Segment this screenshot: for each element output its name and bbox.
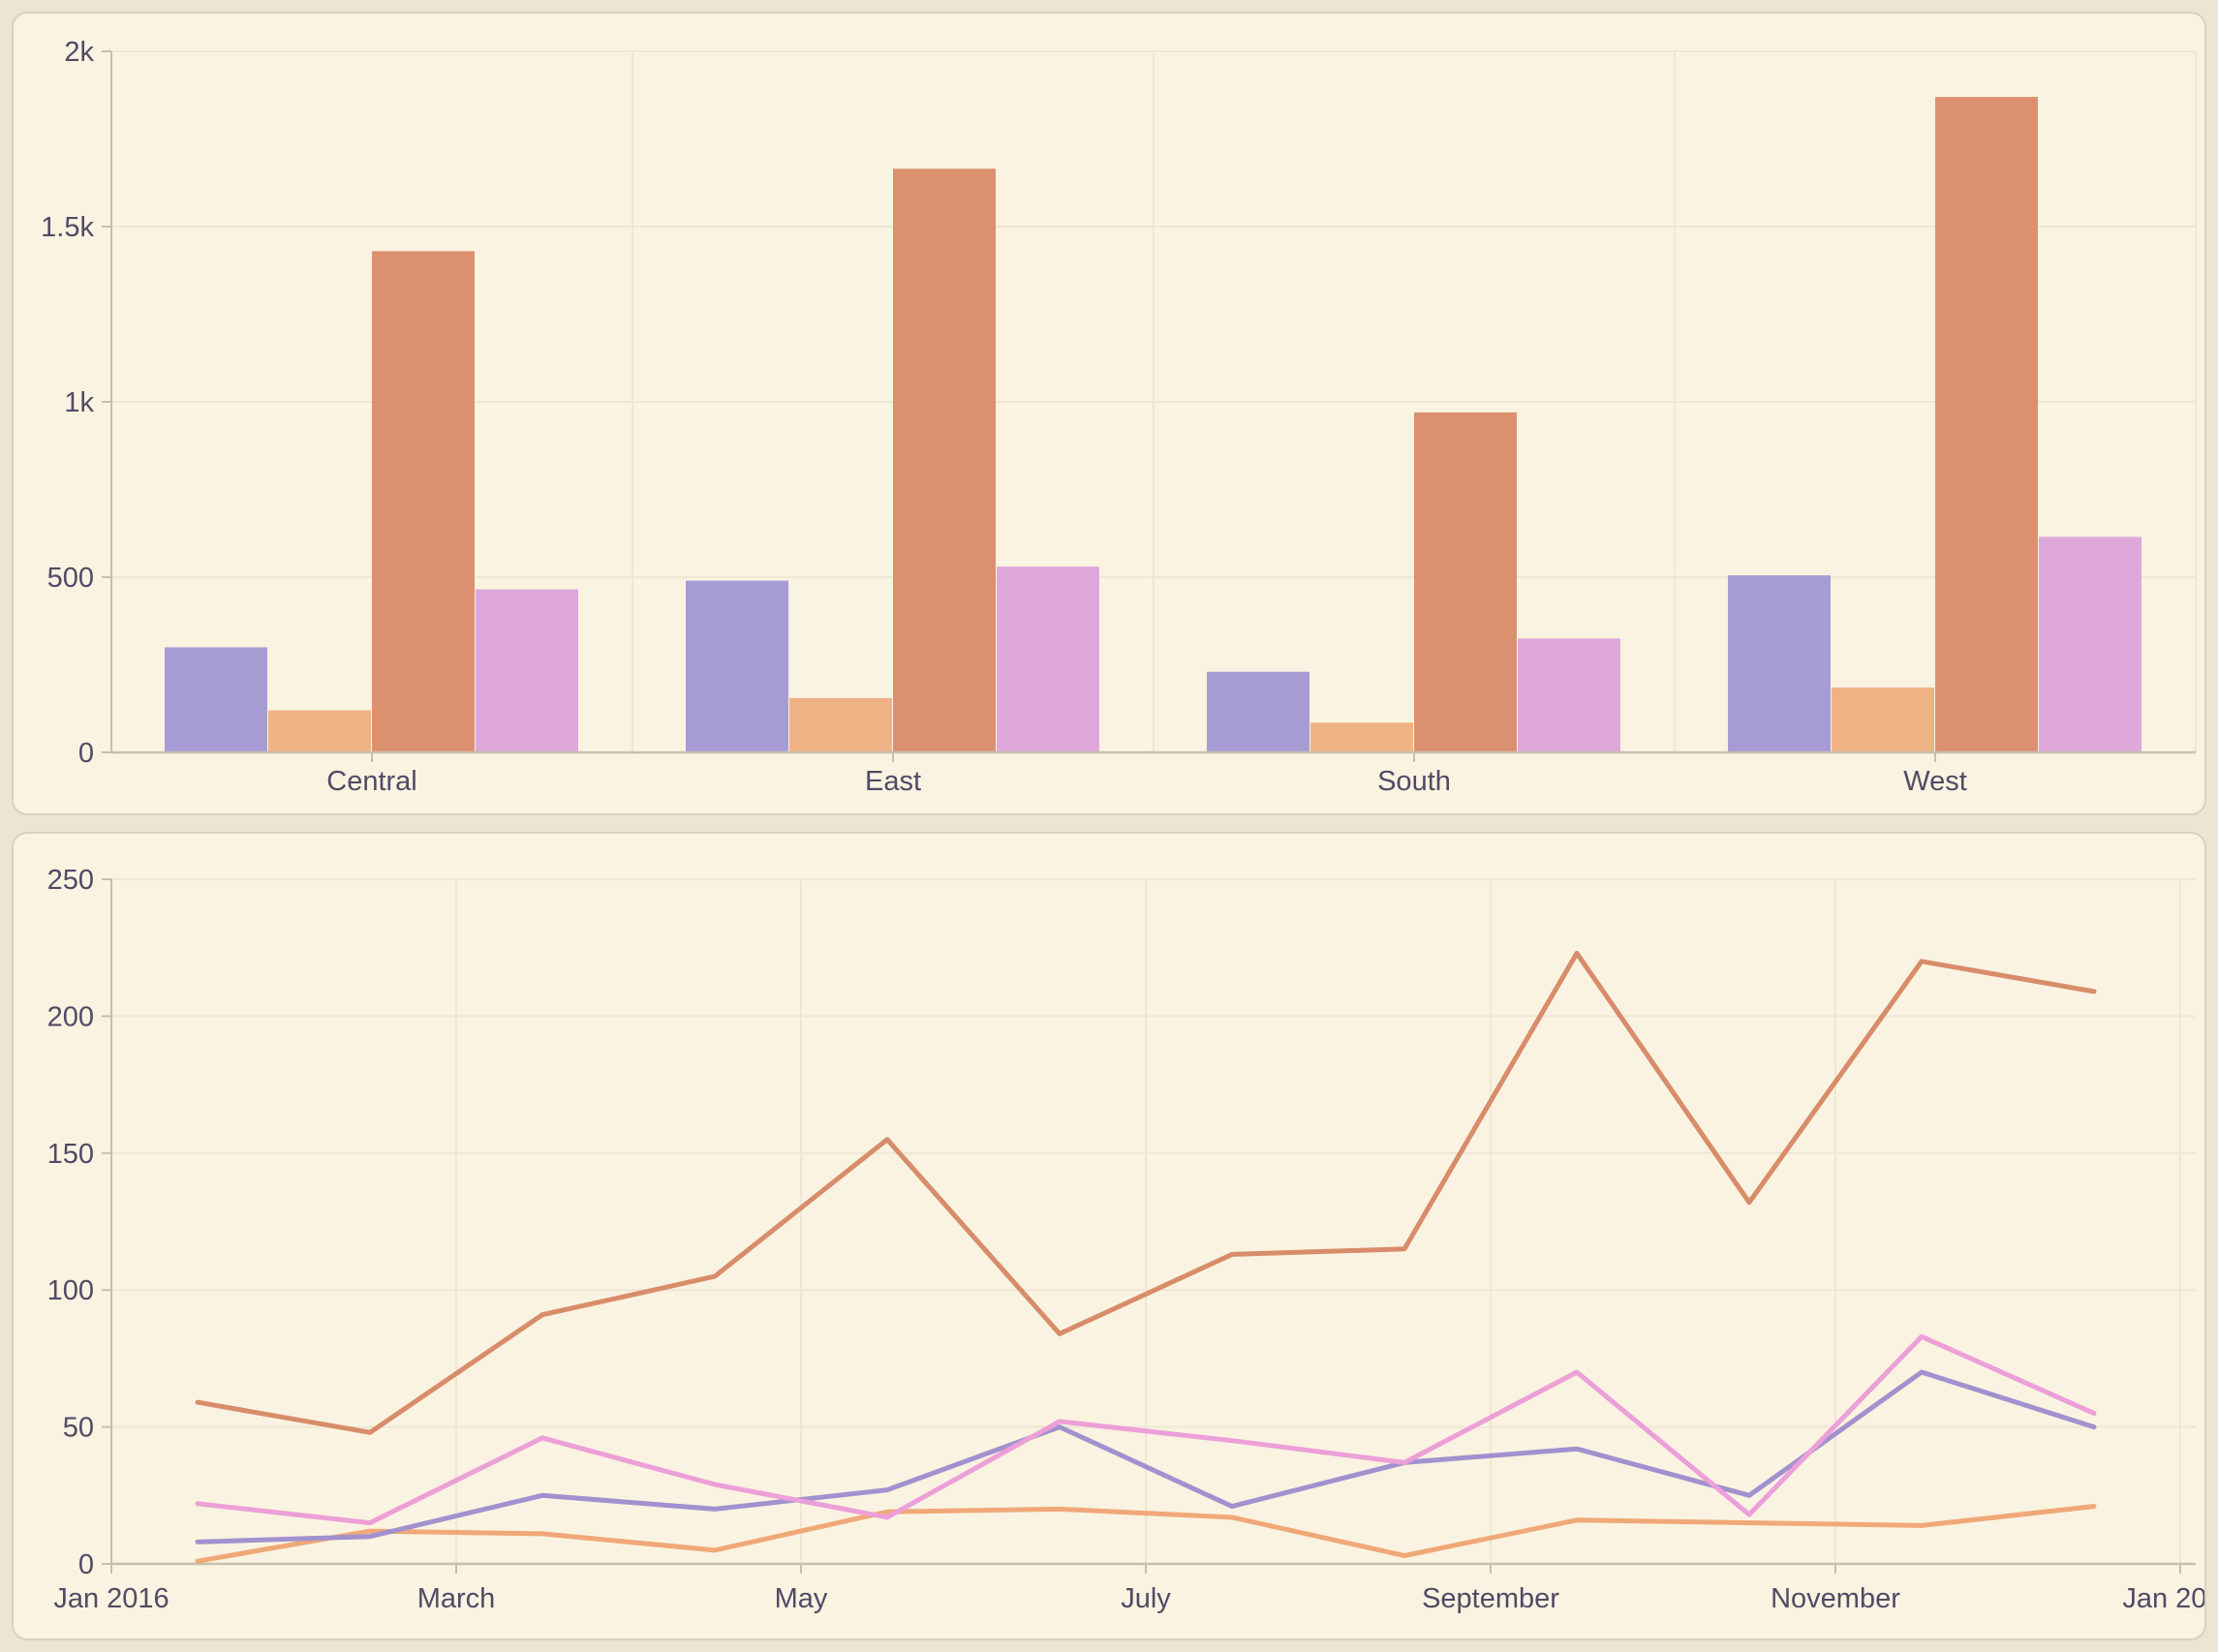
bar-series-light-orange-south[interactable] (1310, 722, 1413, 752)
y-axis-tick-label: 250 (47, 865, 94, 896)
x-axis-tick-label: Jan 2017 (2122, 1583, 2204, 1614)
x-axis-tick-label: March (417, 1583, 496, 1614)
data-line-series-terracotta[interactable] (195, 950, 2097, 1435)
bar-series-pink-central[interactable] (476, 589, 578, 752)
bar-group-central (165, 251, 578, 753)
y-axis-tick-label: 50 (63, 1413, 94, 1444)
bar-series-terracotta-south[interactable] (1414, 412, 1517, 752)
multi-series-line-chart: 0 50 100 150 200 250 Jan 2016 March May July Septe… (47, 865, 2204, 1614)
y-axis-tick-label: 150 (47, 1139, 94, 1170)
x-axis-tick-label: May (775, 1583, 828, 1614)
bar-series-purple-west[interactable] (1728, 575, 1831, 752)
bar-series-light-orange-east[interactable] (789, 697, 892, 752)
y-axis-tick-label: 1k (64, 387, 94, 418)
bar-group-west (1728, 97, 2141, 752)
line-chart-panel: 0 50 100 150 200 250 Jan 2016 March May July Septe… (12, 832, 2206, 1640)
x-axis-category-label: Central (326, 766, 417, 797)
bar-group-south (1207, 412, 1620, 752)
bar-series-light-orange-central[interactable] (268, 710, 371, 752)
bar-series-purple-east[interactable] (686, 580, 788, 752)
x-axis-tick-label: November (1771, 1583, 1900, 1614)
y-axis-tick-label: 0 (78, 738, 94, 769)
bar-series-purple-central[interactable] (165, 647, 267, 752)
x-axis-tick-label: September (1422, 1583, 1559, 1614)
bar-chart-panel: 0 500 1k 1.5k 2k Central East South West (12, 12, 2206, 815)
data-line-series-purple[interactable] (195, 1369, 2097, 1545)
y-axis-tick-label: 200 (47, 1001, 94, 1032)
bar-series-terracotta-east[interactable] (893, 168, 996, 752)
x-axis-tick-label: July (1121, 1583, 1171, 1614)
data-line-series-pink[interactable] (195, 1333, 2097, 1526)
bar-series-light-orange-west[interactable] (1832, 688, 1934, 752)
bar-series-terracotta-west[interactable] (1935, 97, 2038, 752)
y-axis-tick-label: 500 (47, 563, 94, 594)
y-axis-tick-label: 0 (78, 1549, 94, 1580)
bar-series-pink-west[interactable] (2039, 536, 2141, 752)
x-axis-category-label: East (865, 766, 921, 797)
x-axis-tick-label: Jan 2016 (53, 1583, 169, 1614)
y-axis-tick-label: 1.5k (41, 212, 94, 243)
bar-series-pink-south[interactable] (1518, 638, 1620, 752)
bar-series-pink-east[interactable] (997, 566, 1099, 752)
bar-series-purple-south[interactable] (1207, 671, 1309, 752)
y-axis-tick-label: 2k (64, 37, 94, 68)
bar-group-east (686, 168, 1099, 752)
bar-series-terracotta-central[interactable] (372, 251, 475, 753)
grouped-bar-chart: 0 500 1k 1.5k 2k Central East South West (41, 37, 2197, 797)
x-axis-category-label: West (1903, 766, 1967, 797)
x-axis-category-label: South (1377, 766, 1451, 797)
y-axis-tick-label: 100 (47, 1275, 94, 1306)
data-line-series-light-orange[interactable] (195, 1504, 2097, 1564)
